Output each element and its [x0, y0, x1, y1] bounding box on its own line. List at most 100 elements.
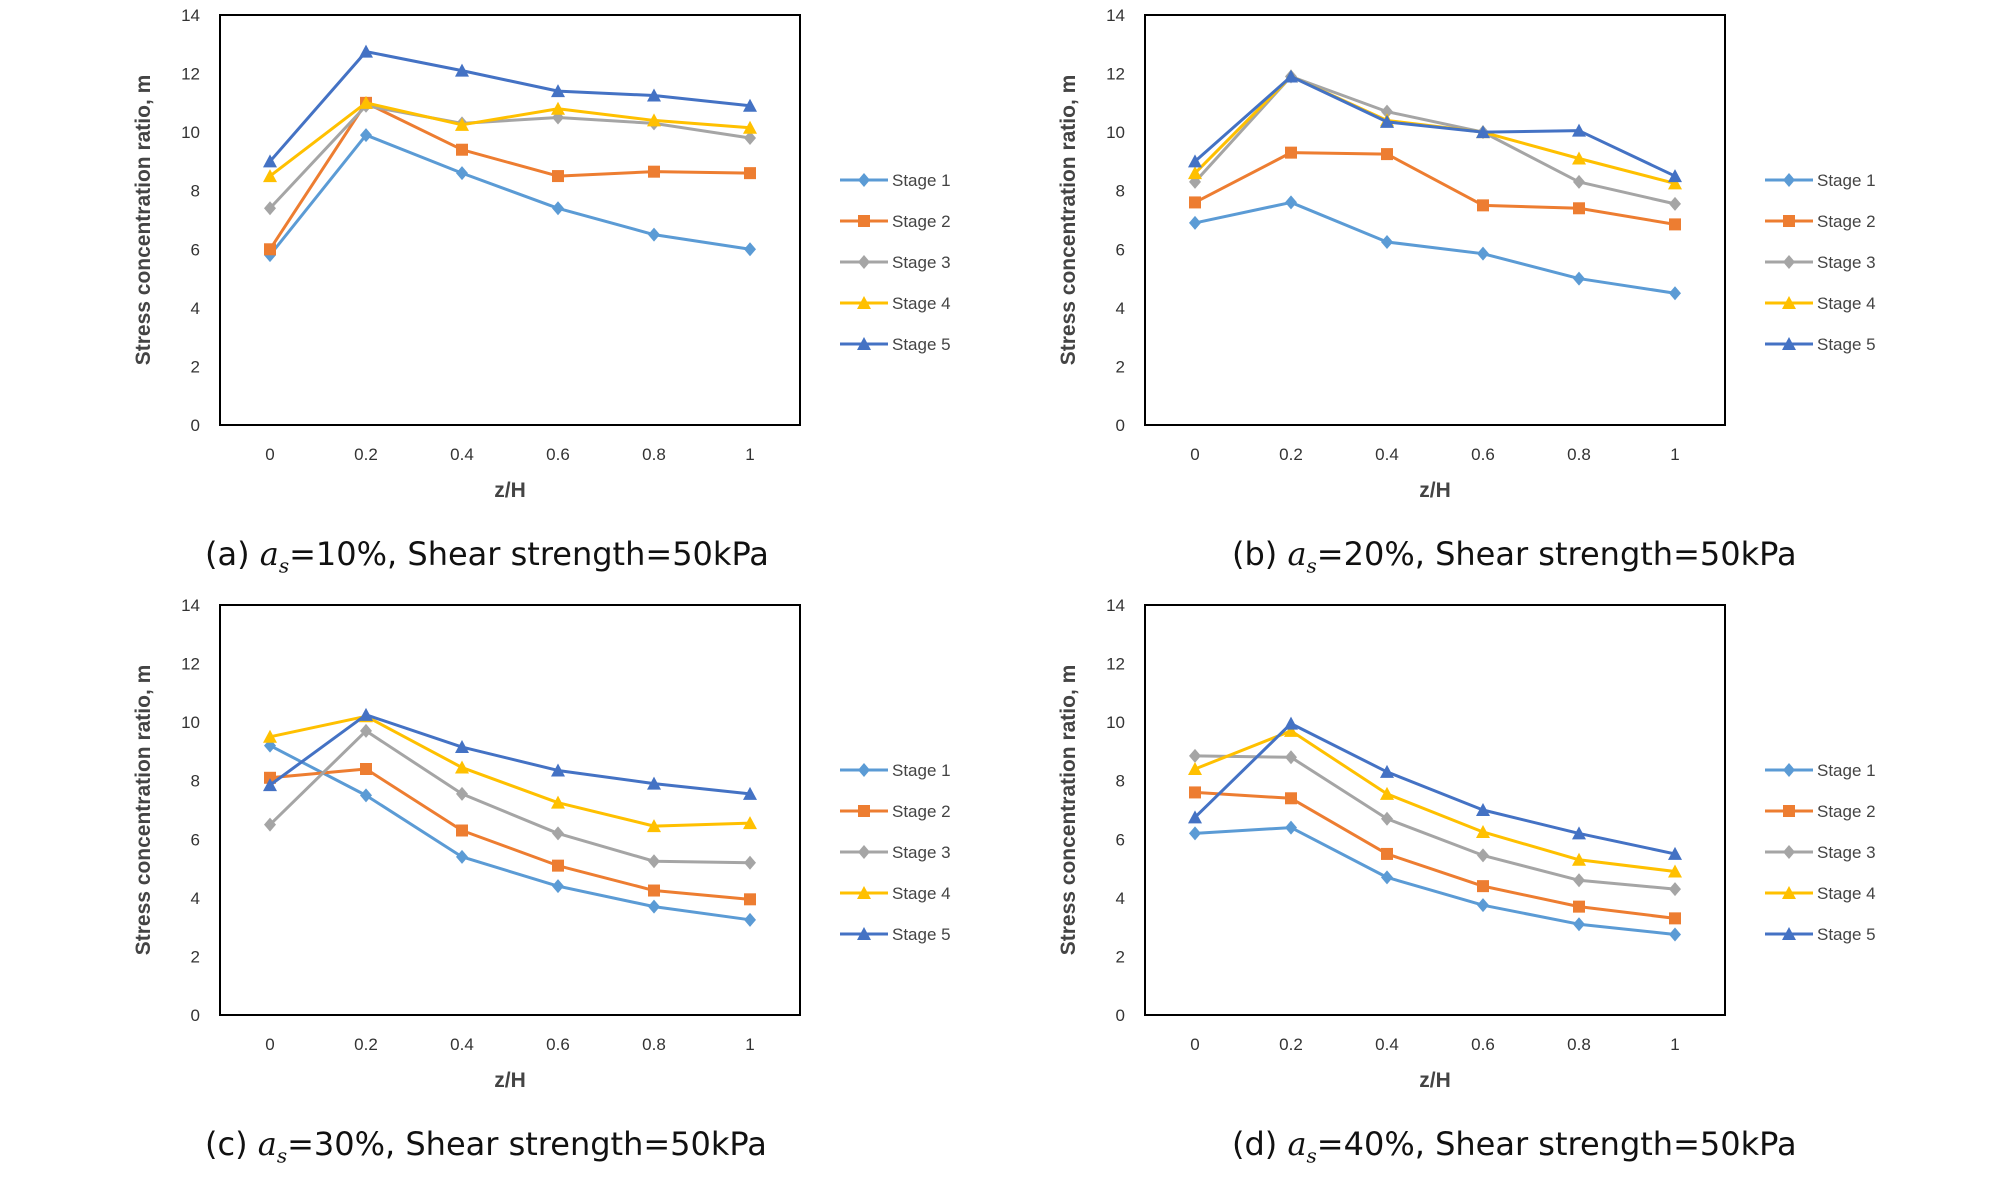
data-point: [1572, 826, 1586, 840]
data-point: [1189, 748, 1201, 763]
x-tick-label: 0: [1190, 445, 1199, 464]
data-point: [456, 824, 468, 837]
legend-label-3: Stage 3: [1817, 843, 1876, 862]
legend-marker-1: [1783, 173, 1795, 187]
caption-b: (b) as=20%, Shear strength=50kPa: [1232, 535, 1797, 577]
data-point: [552, 879, 564, 894]
caption-text: =40%, Shear strength=50kPa: [1316, 1125, 1797, 1163]
data-point: [744, 131, 756, 145]
legend-label-4: Stage 4: [892, 884, 951, 903]
data-point: [1573, 202, 1585, 215]
data-point: [648, 884, 660, 897]
data-point: [1188, 762, 1202, 775]
data-point: [455, 760, 469, 774]
y-tick-label: 8: [1116, 182, 1125, 201]
caption-text: =10%, Shear strength=50kPa: [289, 535, 769, 573]
data-point: [263, 154, 277, 168]
data-point: [359, 44, 373, 58]
data-point: [1285, 195, 1297, 210]
y-tick-label: 14: [1106, 596, 1125, 615]
legend-marker-1: [858, 173, 870, 187]
caption-symbol: as: [257, 1125, 288, 1168]
legend-label-5: Stage 5: [1817, 335, 1876, 354]
chart-panel-d: 0 2 4 6 8 10 12 14 0 0.2 0.4 0.6 0.8 1 z/H Stress conce…: [1045, 590, 1995, 1167]
legend-label-1: Stage 1: [1817, 761, 1876, 780]
data-point: [1381, 148, 1393, 161]
data-point: [743, 120, 757, 134]
y-tick-label: 8: [191, 182, 200, 201]
caption-c: (c) as=30%, Shear strength=50kPa: [205, 1125, 767, 1167]
series-line-1: [1194, 826, 1676, 936]
chart-panel-a: 0 2 4 6 8 10 12 14 0 0.2 0.4 0.6 0.8 1 z/H Stress conce…: [120, 0, 1070, 577]
legend-marker-3: [1783, 255, 1795, 269]
data-point: [455, 740, 469, 754]
legend-label-2: Stage 2: [892, 802, 951, 821]
x-tick-label: 0.4: [450, 1035, 474, 1054]
y-tick-label: 8: [191, 772, 200, 791]
y-tick-label: 14: [181, 596, 200, 615]
data-point: [1572, 151, 1586, 165]
x-tick-label: 0.6: [546, 445, 570, 464]
data-point: [744, 167, 756, 180]
data-point: [1669, 286, 1681, 301]
series-line-1: [269, 744, 751, 922]
data-point: [647, 819, 661, 833]
data-point: [743, 98, 757, 112]
data-point: [552, 859, 564, 872]
data-point: [360, 763, 372, 775]
x-tick-label: 0: [1190, 1035, 1199, 1054]
data-point: [1284, 716, 1298, 730]
legend-marker-5: [857, 927, 871, 940]
data-point: [744, 912, 756, 927]
x-axis-label: z/H: [1419, 479, 1451, 502]
legend-label-5: Stage 5: [1817, 925, 1876, 944]
data-point: [1476, 803, 1490, 816]
data-point: [1285, 750, 1297, 765]
legend-label-1: Stage 1: [1817, 171, 1876, 190]
x-tick-label: 1: [745, 1035, 754, 1054]
legend-label-3: Stage 3: [892, 253, 951, 272]
data-point: [264, 738, 276, 753]
caption-text: =30%, Shear strength=50kPa: [287, 1125, 767, 1163]
data-point: [456, 166, 468, 181]
x-axis-label: z/H: [494, 479, 526, 502]
y-tick-label: 10: [1106, 713, 1125, 732]
series-line-1: [1194, 200, 1676, 295]
y-tick-label: 6: [191, 240, 200, 259]
data-point: [647, 113, 661, 127]
legend-label-2: Stage 2: [1817, 212, 1876, 231]
y-axis-label: Stress concentration ratio, m: [132, 75, 155, 366]
data-point: [1477, 848, 1489, 863]
plot-area: [219, 14, 801, 426]
data-point: [1572, 852, 1586, 866]
data-point: [263, 169, 277, 183]
data-point: [1476, 824, 1490, 838]
data-point: [1477, 898, 1489, 913]
chart-svg-b: 0 2 4 6 8 10 12 14 0 0.2 0.4 0.6 0.8 1 z/H Stress conce…: [1057, 6, 1876, 502]
legend-marker-2: [858, 215, 870, 227]
legend-marker-4: [1782, 886, 1796, 899]
x-tick-label: 0: [265, 1035, 274, 1054]
x-tick-label: 0.6: [1471, 445, 1495, 464]
y-tick-label: 0: [1116, 416, 1125, 435]
x-tick-label: 0.2: [1279, 1035, 1303, 1054]
data-point: [455, 63, 469, 77]
data-point: [1573, 917, 1585, 932]
x-tick-label: 1: [1670, 445, 1679, 464]
data-point: [1380, 786, 1394, 800]
data-point: [1669, 196, 1681, 211]
data-point: [264, 771, 276, 784]
x-tick-label: 0.8: [642, 445, 666, 464]
y-tick-label: 8: [1116, 772, 1125, 791]
data-point: [1669, 927, 1681, 942]
data-point: [1284, 69, 1298, 83]
data-point: [743, 816, 757, 830]
y-tick-label: 0: [1116, 1006, 1125, 1025]
y-tick-label: 2: [191, 357, 200, 376]
data-point: [1381, 234, 1393, 249]
y-tick-label: 6: [191, 830, 200, 849]
series-line-3: [268, 104, 751, 210]
x-tick-label: 0.8: [1567, 1035, 1591, 1054]
y-tick-label: 0: [191, 1006, 200, 1025]
series-line-5: [268, 50, 751, 163]
